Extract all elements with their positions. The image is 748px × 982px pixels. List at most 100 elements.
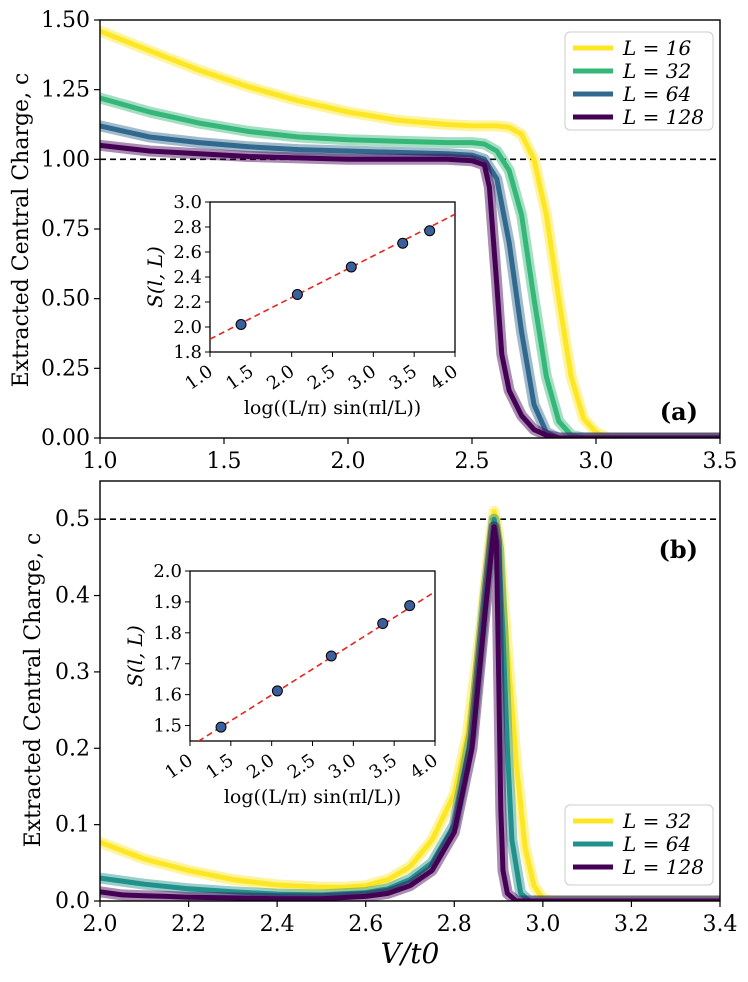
inset-y-tick-label: 3.0: [173, 192, 202, 213]
data-point: [404, 600, 416, 612]
x-tick-label: 3.4: [703, 912, 738, 937]
series-line: [100, 123, 720, 438]
inset: 1.51.61.71.81.92.01.0 1.5 2.0 2.5 3.0 3.5 4.0S…: [123, 561, 442, 808]
inset-x-label: log((L/π) sin(πl/L)): [244, 397, 421, 419]
legend-entry: L = 64: [622, 832, 691, 856]
y-tick-label: 0.00: [41, 426, 90, 451]
x-tick-label: 2.6: [348, 912, 383, 937]
inset-x-tick-label: 2.5: [284, 750, 320, 784]
inset-y-label: S(l, L): [143, 246, 167, 308]
y-tick-label: 0.1: [55, 813, 90, 838]
y-tick-label: 1.00: [41, 147, 90, 172]
legend-entry: L = 128: [622, 855, 704, 879]
inset-y-tick-label: 1.6: [153, 685, 182, 706]
panel-label: (b): [659, 535, 699, 564]
y-tick-label: 1.25: [41, 78, 90, 103]
inset-x-tick-label: 1.0: [161, 750, 197, 784]
y-tick-label: 1.50: [41, 8, 90, 33]
inset-x-tick-label: 4.0: [426, 361, 462, 395]
data-point: [424, 225, 436, 237]
legend-entry: L = 32: [622, 59, 691, 83]
inset-y-tick-label: 2.8: [173, 217, 202, 238]
series-line: [100, 28, 720, 438]
inset-x-tick-label: 2.0: [263, 361, 299, 395]
data-point: [215, 721, 227, 733]
inset-x-tick-label: 3.0: [325, 750, 361, 784]
fit-line: [197, 591, 435, 741]
inset-y-label: S(l, L): [123, 625, 147, 687]
x-tick-label: 2.8: [437, 912, 472, 937]
data-point: [325, 650, 337, 662]
legend-entry: L = 32: [622, 809, 691, 833]
inset-y-tick-label: 1.9: [153, 592, 182, 613]
inset-x-tick-label: 3.5: [366, 750, 402, 784]
y-tick-label: 0.2: [55, 736, 90, 761]
x-tick-label: 3.0: [579, 449, 614, 474]
series-line: [100, 142, 720, 438]
inset-y-tick-label: 2.4: [173, 267, 202, 288]
data-point: [397, 237, 409, 249]
y-axis-label: Extracted Central Charge, c: [9, 73, 34, 388]
x-axis-label: V/t0: [381, 937, 440, 970]
data-point: [271, 685, 283, 697]
series-group: [100, 25, 720, 438]
y-tick-label: 0.50: [41, 287, 90, 312]
data-point: [377, 618, 389, 630]
x-tick-label: 1.5: [207, 449, 242, 474]
x-tick-label: 1.0: [83, 449, 118, 474]
inset-y-tick-label: 2.2: [173, 292, 202, 313]
panel-b: 2.0 2.2 2.4 2.6 2.8 3.0 3.2 3.4 0.0 0.1 0.2 0.3 0.4 0…: [21, 480, 738, 970]
inset-x-tick-label: 4.0: [406, 750, 442, 784]
inset: 1.82.02.22.42.62.83.01.0 1.5 2.0 2.5 3.0 3.5 4…: [143, 192, 462, 419]
x-tick-label: 2.5: [455, 449, 490, 474]
legend-box: [564, 31, 714, 131]
inset-x-label: log((L/π) sin(πl/L)): [224, 786, 401, 808]
inset-frame: [189, 570, 436, 742]
legend-entry: L = 16: [622, 36, 691, 60]
inset-y-tick-label: 1.8: [173, 342, 202, 363]
data-point: [291, 289, 303, 300]
y-tick-label: 0.75: [41, 217, 90, 242]
series-line: [100, 524, 720, 901]
fit-line: [210, 213, 455, 340]
inset-x-tick-label: 3.0: [345, 361, 381, 395]
axes-frame: [99, 480, 721, 902]
inset-y-tick-label: 1.7: [153, 654, 182, 675]
series-group: [100, 506, 720, 901]
inset-y-tick-label: 2.0: [173, 317, 202, 338]
inset-x-tick-label: 1.5: [222, 361, 258, 395]
panel-a: 1.0 1.5 2.0 2.5 3.0 3.50.000.250.500.751.001.…: [9, 8, 738, 474]
x-tick-label: 3.2: [614, 912, 649, 937]
inset-frame: [209, 201, 456, 353]
x-tick-label: 2.0: [83, 912, 118, 937]
panel-label: (a): [660, 397, 698, 426]
inset-y-tick-label: 1.5: [153, 716, 182, 737]
x-tick-label: 3.5: [703, 449, 738, 474]
legend-entry: L = 128: [622, 105, 704, 129]
series-line: [100, 95, 720, 438]
legend-entry: L = 64: [622, 82, 691, 106]
inset-x-tick-label: 3.5: [386, 361, 422, 395]
legend: L = 32L = 64L = 128: [564, 804, 714, 886]
data-point: [345, 261, 357, 273]
inset-x-tick-label: 1.0: [181, 361, 217, 395]
y-tick-label: 0.4: [55, 584, 90, 609]
inset-y-tick-label: 1.8: [153, 623, 182, 644]
y-tick-label: 0.3: [55, 660, 90, 685]
inset-x-tick-label: 1.5: [202, 750, 238, 784]
x-tick-label: 2.4: [260, 912, 295, 937]
inset-y-tick-label: 2.6: [173, 242, 202, 263]
inset-y-tick-label: 2.0: [153, 561, 182, 582]
x-tick-label: 2.2: [171, 912, 206, 937]
y-axis-label: Extracted Central Charge, c: [21, 533, 46, 848]
inset-x-tick-label: 2.0: [243, 750, 279, 784]
series-line: [100, 509, 720, 901]
x-tick-label: 2.0: [331, 449, 366, 474]
legend: L = 16L = 32L = 64L = 128: [564, 31, 714, 131]
data-point: [235, 319, 247, 330]
x-tick-label: 3.0: [525, 912, 560, 937]
y-tick-label: 0.5: [55, 507, 90, 532]
y-tick-label: 0.0: [55, 889, 90, 914]
inset-x-tick-label: 2.5: [304, 361, 340, 395]
